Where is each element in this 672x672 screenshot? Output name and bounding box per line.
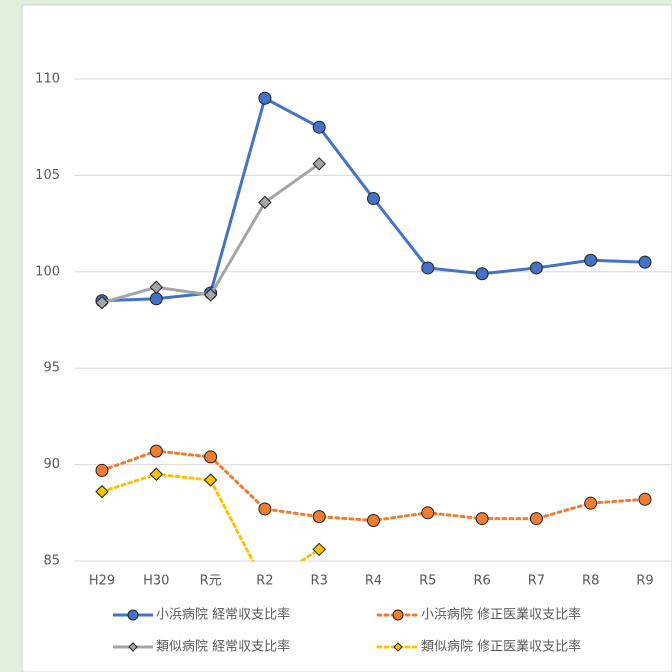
legend-label: 小浜病院 修正医業収支比率	[421, 607, 581, 623]
marker	[95, 295, 109, 310]
marker	[204, 450, 218, 464]
marker	[421, 506, 435, 520]
y-tick-label: 100	[35, 264, 60, 279]
x-tick-label: R8	[582, 574, 599, 589]
marker	[203, 473, 218, 487]
marker	[258, 195, 272, 210]
x-tick-label: R4	[365, 574, 382, 589]
marker	[312, 510, 326, 524]
marker	[95, 463, 109, 477]
x-tick-label: H30	[143, 574, 169, 589]
marker	[127, 609, 139, 621]
marker	[128, 642, 138, 652]
y-tick-label: 105	[35, 168, 60, 183]
y-tick-label: 90	[43, 457, 60, 472]
marker	[393, 642, 403, 652]
x-tick-label: R元	[200, 574, 222, 589]
marker	[638, 492, 652, 506]
marker	[475, 267, 489, 281]
marker	[95, 484, 109, 499]
legend-label: 小浜病院 経常収支比率	[156, 607, 290, 623]
marker	[584, 496, 598, 510]
marker	[203, 288, 218, 302]
chart-panel	[21, 4, 672, 672]
x-tick-label: R5	[419, 574, 436, 589]
marker	[584, 253, 598, 267]
marker	[149, 467, 164, 481]
x-tick-label: R6	[473, 574, 490, 589]
y-tick-label: 110	[35, 72, 60, 87]
marker	[421, 261, 435, 275]
legend-label: 類似病院 修正医業収支比率	[421, 639, 581, 655]
marker	[392, 609, 404, 621]
marker	[258, 91, 272, 105]
marker	[258, 502, 272, 516]
x-tick-label: R3	[311, 574, 328, 589]
marker	[312, 157, 326, 171]
x-tick-label: H29	[89, 574, 115, 589]
x-tick-label: R2	[256, 574, 273, 589]
y-tick-label: 95	[43, 361, 60, 376]
marker	[638, 255, 652, 269]
marker	[529, 261, 543, 275]
marker	[149, 292, 163, 306]
marker	[312, 120, 326, 134]
marker	[312, 542, 326, 557]
marker	[149, 280, 164, 294]
x-tick-label: R9	[636, 574, 653, 589]
marker	[529, 512, 543, 526]
legend-label: 類似病院 経常収支比率	[156, 639, 290, 655]
y-tick-label: 85	[43, 554, 60, 569]
marker	[149, 444, 163, 458]
x-tick-label: R7	[528, 574, 545, 589]
marker	[367, 192, 380, 206]
marker	[367, 514, 380, 528]
marker	[475, 512, 489, 526]
